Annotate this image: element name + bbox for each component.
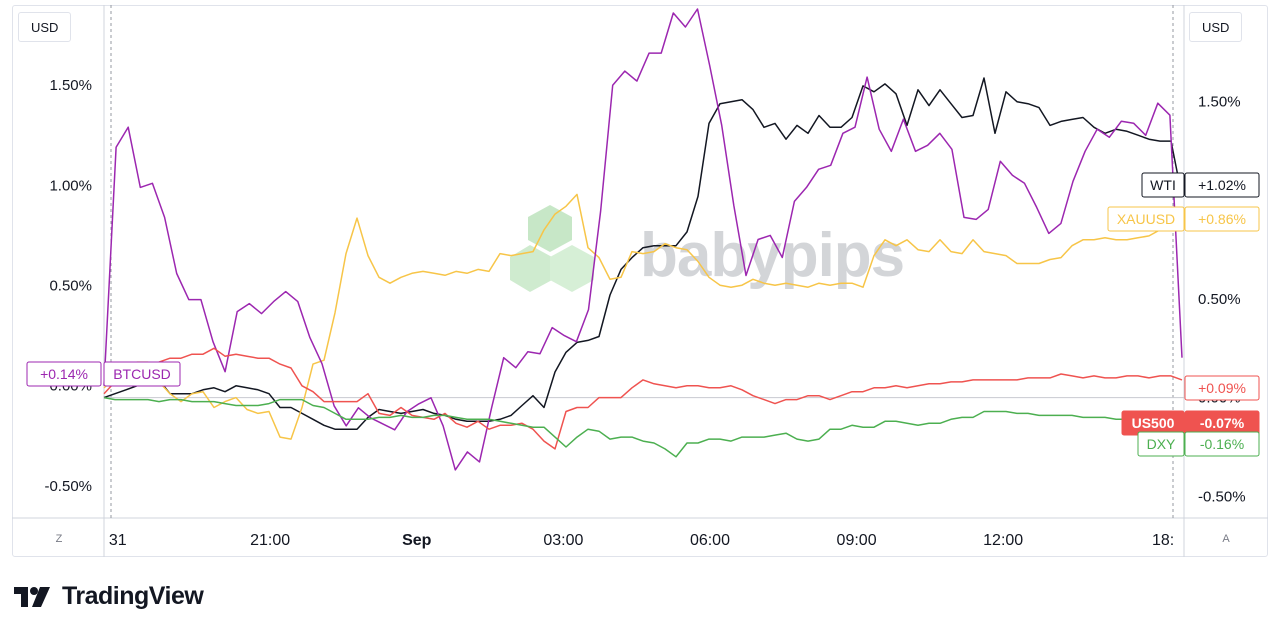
tradingview-logo-icon bbox=[14, 586, 50, 607]
left-axis-unit[interactable]: USD bbox=[18, 12, 72, 42]
left-axis-tick-label: -0.50% bbox=[44, 478, 92, 495]
series-name-label-dxy: DXY bbox=[1147, 436, 1176, 452]
babypips-watermark: babypips bbox=[510, 200, 905, 310]
series-line-xauusd bbox=[103, 193, 1182, 440]
time-axis-tick-label: 06:00 bbox=[690, 532, 730, 549]
time-axis-tick-label: 31 bbox=[109, 532, 127, 549]
series-line-us500 bbox=[103, 347, 1183, 450]
time-axis-tick-label: 18: bbox=[1152, 532, 1174, 549]
right-axis-unit[interactable]: USD bbox=[1189, 12, 1243, 42]
zoom-toggle-button[interactable]: Z bbox=[55, 533, 63, 545]
time-axis-tick-label: 21:00 bbox=[250, 532, 290, 549]
series-name-label-wti-box bbox=[1141, 172, 1185, 198]
time-axis-tick-label: 09:00 bbox=[837, 532, 877, 549]
right-axis-tick-label: 1.50% bbox=[1198, 94, 1241, 111]
time-axis-tick-label: 03:00 bbox=[543, 532, 583, 549]
auto-scale-button[interactable]: A bbox=[1222, 533, 1230, 545]
series-value-label-dxy: -0.16% bbox=[1200, 436, 1244, 452]
series-value-label-xauusd: +0.86% bbox=[1198, 211, 1246, 227]
watermark-text: babypips bbox=[640, 220, 905, 290]
series-name-label-xauusd: XAUUSD bbox=[1117, 211, 1175, 227]
brand-wordmark: TradingView bbox=[62, 582, 204, 610]
series-name-label-wti: WTI bbox=[1150, 177, 1176, 193]
series-name-label-btcusd: BTCUSD bbox=[113, 366, 171, 382]
time-axis-tick-label: 12:00 bbox=[983, 532, 1023, 549]
series-value-label-xauusd-box bbox=[1184, 206, 1260, 232]
series-name-label-dxy-box bbox=[1137, 431, 1185, 457]
left-axis-tick-label: 1.50% bbox=[49, 77, 92, 94]
series-value-label-btcusd-box bbox=[26, 361, 102, 387]
series-name-label-xauusd-box bbox=[1107, 206, 1185, 232]
left-axis-tick-label: 1.00% bbox=[49, 177, 92, 194]
time-axis-tick-label: Sep bbox=[402, 532, 432, 549]
left-axis-tick-label: 0.50% bbox=[49, 278, 92, 295]
series-value-label-dxy-box bbox=[1184, 431, 1260, 457]
series-line-btcusd bbox=[103, 8, 1183, 471]
right-axis-tick-label: 0.50% bbox=[1198, 291, 1241, 308]
series-price-label-us500: +0.09% bbox=[1198, 380, 1246, 396]
tradingview-brand[interactable]: TradingView bbox=[14, 582, 204, 611]
chart-frame bbox=[12, 5, 1268, 557]
right-axis-tick-label: -0.50% bbox=[1198, 488, 1246, 505]
series-value-label-us500: -0.07% bbox=[1200, 415, 1245, 431]
series-name-label-btcusd-box bbox=[103, 361, 181, 387]
series-name-label-us500: US500 bbox=[1132, 415, 1175, 431]
series-value-label-wti-box bbox=[1184, 172, 1260, 198]
series-line-dxy bbox=[103, 396, 1183, 458]
series-price-label-us500-box bbox=[1184, 375, 1260, 401]
series-value-label-btcusd: +0.14% bbox=[40, 366, 88, 382]
series-value-label-wti: +1.02% bbox=[1198, 177, 1246, 193]
series-line-wti bbox=[103, 77, 1183, 430]
